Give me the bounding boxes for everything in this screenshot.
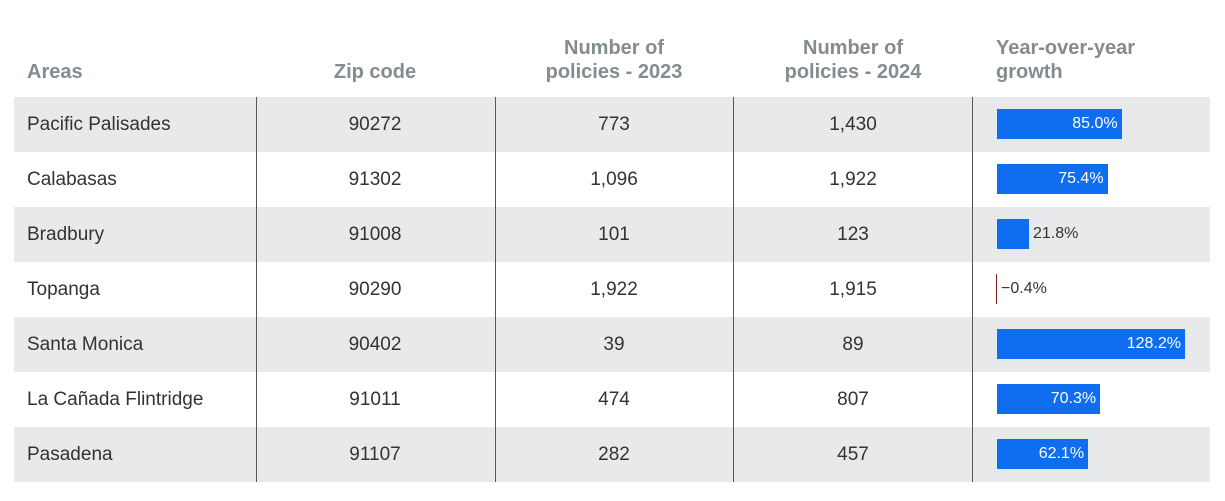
table-row: La Cañada Flintridge 91011 474 807 70.3% — [14, 372, 1210, 427]
area-cell: Santa Monica — [27, 334, 144, 355]
number-cell: 90402 — [348, 334, 402, 355]
column-divider — [495, 97, 496, 482]
growth-label: 128.2% — [1126, 335, 1181, 352]
column-divider — [256, 97, 257, 482]
number-cell: 1,915 — [829, 279, 877, 300]
area-cell: Calabasas — [27, 169, 117, 190]
header: Number of policies - 2024 — [784, 37, 922, 83]
table-row: Santa Monica 90402 39 89 128.2% — [14, 317, 1210, 372]
number-cell: 457 — [837, 444, 869, 465]
number-cell: 474 — [598, 389, 630, 410]
number-cell: 91107 — [349, 444, 401, 465]
area-cell: Bradbury — [27, 224, 105, 245]
growth-label: 70.3% — [1050, 390, 1097, 407]
header: Year-over-year growth — [996, 37, 1135, 83]
area-cell: Pacific Palisades — [27, 114, 171, 135]
growth-bar — [997, 109, 1122, 139]
number-cell: 282 — [598, 444, 630, 465]
table-row: Pasadena 91107 282 457 62.1% — [14, 427, 1210, 482]
growth-label: 21.8% — [1032, 225, 1079, 242]
number-cell: 123 — [837, 224, 869, 245]
number-cell: 101 — [598, 224, 630, 245]
number-cell: 807 — [837, 389, 869, 410]
table-row: Bradbury 91008 101 123 21.8% — [14, 207, 1210, 262]
number-cell: 773 — [598, 114, 630, 135]
column-divider — [972, 97, 973, 482]
area-cell: La Cañada Flintridge — [27, 389, 204, 410]
area-cell: Pasadena — [27, 444, 113, 465]
growth-bar — [997, 384, 1101, 414]
number-cell: 39 — [603, 334, 625, 355]
growth-bar — [997, 164, 1108, 194]
growth-bar — [997, 219, 1029, 249]
table-row: Topanga 90290 1,922 1,915 −0.4% — [14, 262, 1210, 317]
growth-label: 75.4% — [1058, 170, 1104, 187]
table-row: Calabasas 91302 1,096 1,922 75.4% — [14, 152, 1210, 207]
growth-label: 85.0% — [1072, 115, 1118, 132]
number-cell: 90272 — [348, 114, 402, 135]
column-divider — [733, 97, 734, 482]
number-cell: 91302 — [348, 169, 402, 190]
header: Number of policies - 2023 — [545, 37, 683, 83]
header: Zip code — [333, 61, 417, 83]
growth-bar — [997, 439, 1089, 469]
header: Areas — [27, 61, 83, 83]
number-cell: 91011 — [349, 389, 401, 410]
number-cell: 90290 — [348, 279, 402, 300]
number-cell: 1,430 — [829, 114, 877, 135]
number-cell: 89 — [842, 334, 864, 355]
number-cell: 1,922 — [829, 169, 877, 190]
number-cell: 91008 — [348, 224, 402, 245]
table-row: Pacific Palisades 90272 773 1,430 85.0% — [14, 97, 1210, 152]
number-cell: 1,922 — [590, 279, 638, 300]
growth-bar — [997, 329, 1185, 359]
growth-label: −0.4% — [1001, 280, 1047, 297]
area-cell: Topanga — [27, 279, 100, 300]
growth-label: 62.1% — [1038, 445, 1085, 462]
growth-bar — [996, 274, 998, 304]
number-cell: 1,096 — [590, 169, 638, 190]
